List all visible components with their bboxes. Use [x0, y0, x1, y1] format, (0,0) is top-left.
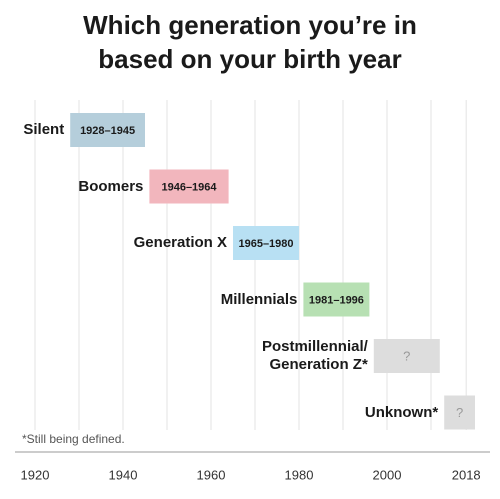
generation-bar [233, 226, 299, 260]
x-tick-label: 2000 [373, 467, 402, 482]
bar-label: 1946–1964 [161, 181, 217, 193]
chart-title: Which generation you’re in based on your… [83, 10, 417, 74]
generation-name: Silent [23, 121, 65, 138]
generation-bar [70, 113, 145, 147]
x-tick-label: 1940 [109, 467, 138, 482]
generation-name: Generation X [133, 234, 227, 251]
bar-label: 1965–1980 [238, 238, 293, 250]
generation-name: Boomers [78, 177, 144, 195]
bar-label: 1928–1945 [80, 125, 135, 137]
generation-bar [303, 282, 370, 317]
bar-label: ? [456, 405, 463, 420]
generation-bar [149, 169, 229, 204]
footnote: *Still being defined. [22, 432, 125, 446]
x-tick-label: 1980 [285, 467, 314, 482]
generation-name: Millennials [220, 290, 298, 308]
generation-bar [373, 339, 440, 373]
generation-bar [444, 395, 475, 430]
x-tick-label: 1960 [197, 467, 226, 482]
generation-name: Postmillennial/ Generation Z* [261, 338, 368, 373]
bar-label: ? [403, 348, 410, 363]
bar-label: 1981–1996 [309, 294, 364, 306]
x-tick-label: 2018 [452, 467, 481, 482]
x-tick-label: 1920 [21, 467, 50, 482]
generation-name: Unknown* [364, 403, 439, 421]
